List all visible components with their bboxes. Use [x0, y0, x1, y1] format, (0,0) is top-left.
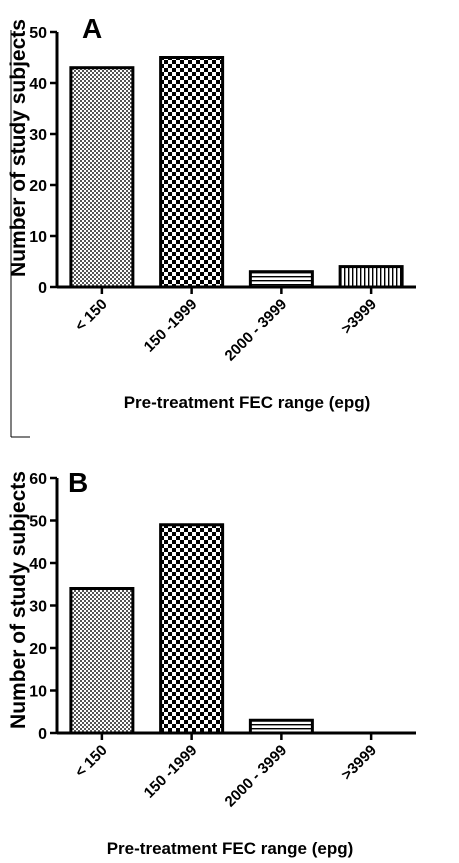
y-tick-label: 20 — [29, 178, 47, 195]
panel-a: A Number of study subjects Pre-treatment… — [7, 13, 416, 412]
y-tick-label: 20 — [29, 641, 47, 658]
x-axis-title: Pre-treatment FEC range (epg) — [124, 393, 371, 412]
x-axis-title: Pre-treatment FEC range (epg) — [107, 839, 354, 858]
y-tick-label: 0 — [38, 726, 47, 743]
x-tick-label: 150 -1999 — [141, 742, 201, 802]
x-tick-label: 150 -1999 — [141, 296, 201, 356]
bar — [248, 718, 314, 735]
y-tick-label: 10 — [29, 229, 47, 246]
panel-label: A — [82, 13, 102, 44]
y-tick-label: 50 — [29, 25, 47, 42]
y-tick-label: 30 — [29, 599, 47, 616]
bar — [69, 587, 135, 735]
panel-b: B Number of study subjects Pre-treatment… — [7, 467, 416, 858]
x-tick-label: >3999 — [338, 742, 380, 784]
x-tick-label: < 150 — [72, 742, 111, 781]
bar — [248, 270, 314, 289]
bar — [338, 265, 404, 289]
y-tick-label: 30 — [29, 127, 47, 144]
x-tick-label: < 150 — [72, 296, 111, 335]
x-tick-label: 2000 - 3999 — [222, 742, 291, 811]
bar — [159, 523, 225, 735]
bar — [159, 56, 225, 289]
y-tick-label: 40 — [29, 556, 47, 573]
x-tick-label: 2000 - 3999 — [222, 296, 291, 365]
y-axis-title: Number of study subjects — [7, 19, 30, 277]
bar — [69, 66, 135, 289]
y-tick-label: 50 — [29, 514, 47, 531]
y-tick-label: 0 — [38, 280, 47, 297]
panel-label: B — [68, 467, 88, 498]
y-tick-label: 40 — [29, 76, 47, 93]
x-tick-label: >3999 — [338, 296, 380, 338]
y-axis-title: Number of study subjects — [7, 471, 30, 729]
y-tick-label: 60 — [29, 471, 47, 488]
y-tick-label: 10 — [29, 684, 47, 701]
